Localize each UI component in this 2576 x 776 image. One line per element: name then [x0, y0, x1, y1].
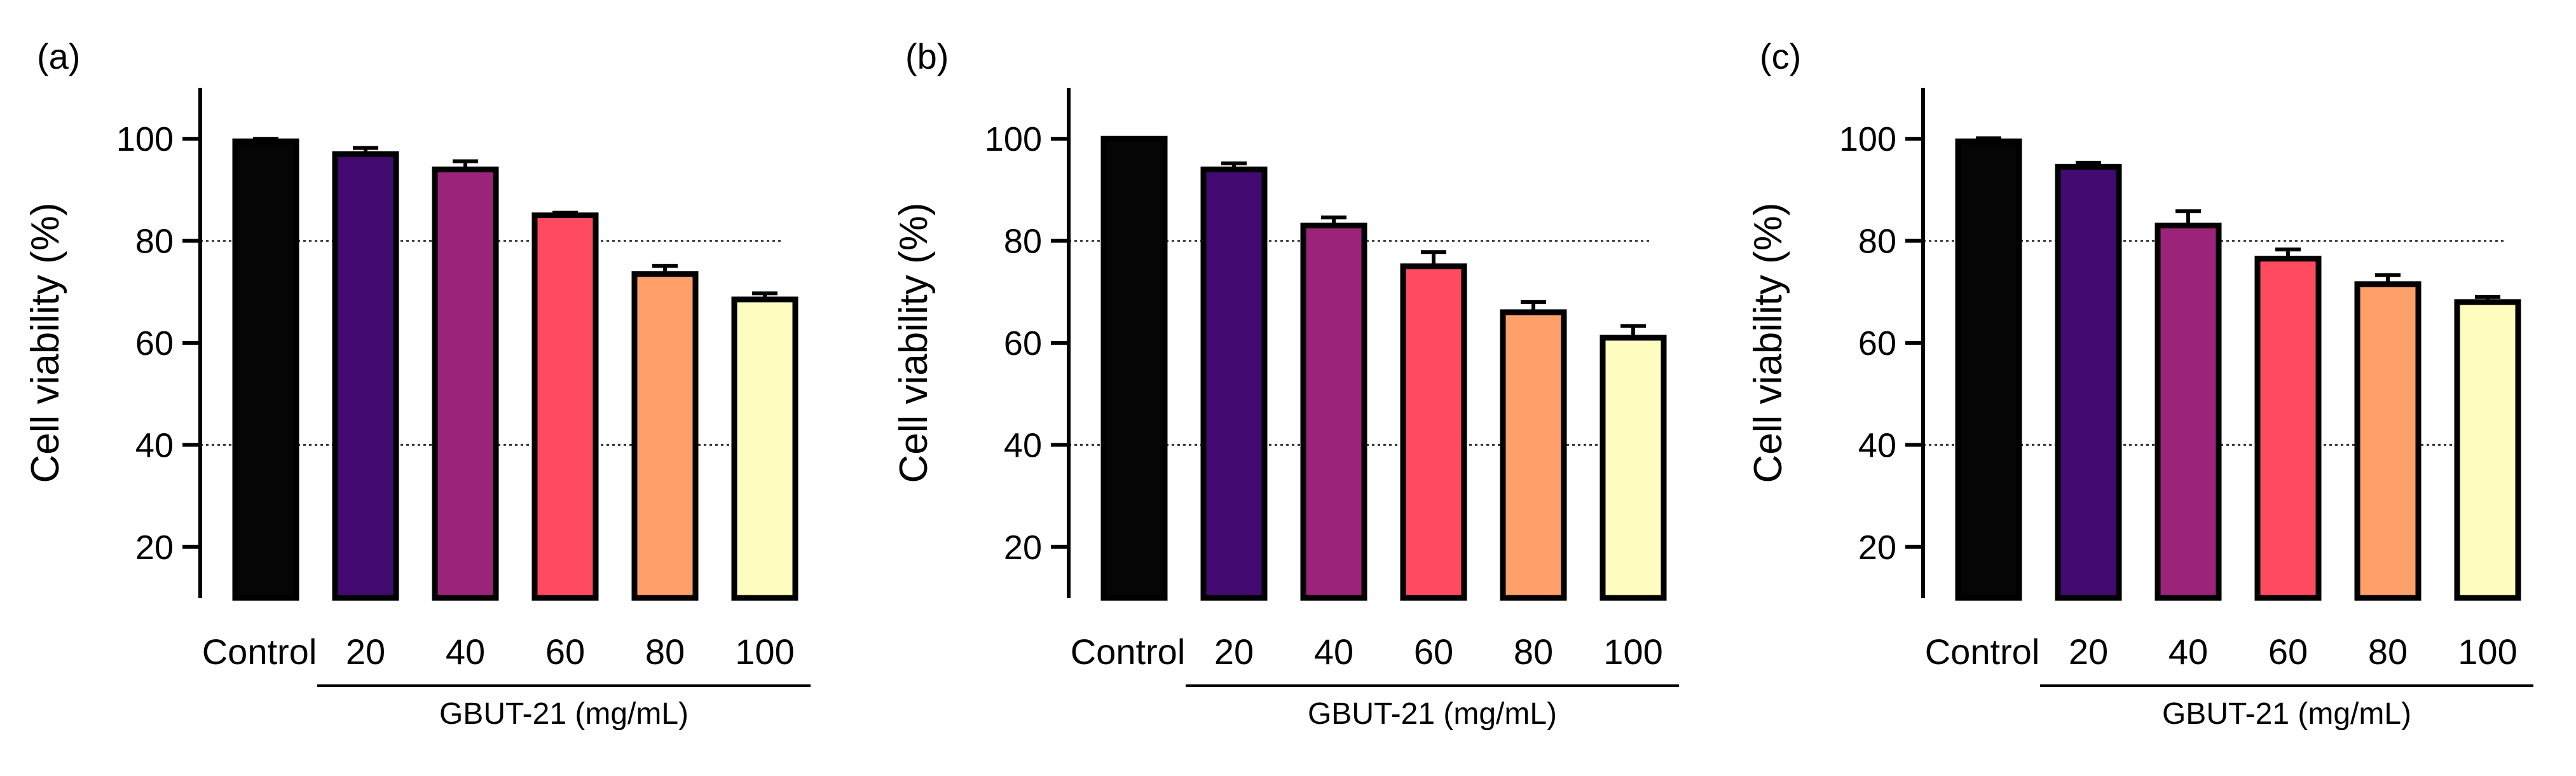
x-tick-label: Control: [1071, 632, 1186, 672]
bar-Control: [1100, 135, 1168, 601]
panel-label: (b): [905, 36, 949, 76]
x-tick-label: 60: [2268, 632, 2308, 672]
panel-label: (a): [37, 36, 80, 76]
x-tick-label: 40: [446, 632, 485, 672]
x-tick-label: 20: [346, 632, 385, 672]
bar-60: [1400, 263, 1467, 601]
bar-60: [2254, 256, 2322, 601]
x-tick-label: 20: [1214, 632, 1254, 672]
y-tick-label: 60: [135, 324, 174, 363]
chart-panel-b: (b) 20 40 60 80 100 Cell viability (%) Control 2…: [868, 0, 1727, 776]
y-axis-label: Cell viability (%): [24, 203, 67, 483]
y-axis-label: Cell viability (%): [1746, 203, 1790, 483]
y-tick-label: 20: [1004, 529, 1042, 567]
x-tick-label: 20: [2069, 632, 2108, 672]
bar-80: [1500, 309, 1567, 601]
x-tick-label: Control: [1925, 632, 2040, 672]
chart-panel-c: (c) 20 40 60 80 100 Cell viability (%) Control 2…: [1723, 0, 2576, 776]
bar-60: [531, 212, 599, 601]
y-tick-label: 40: [1858, 426, 1896, 464]
x-tick-label: 60: [1414, 632, 1453, 672]
y-tick-label: 40: [1004, 426, 1042, 464]
bar-40: [2155, 223, 2222, 601]
bar-40: [432, 166, 499, 601]
bar-chart-a: (a) 20 40 60 80 100 Cell viability (%) Control 2…: [24, 36, 811, 731]
y-tick-label: 100: [1839, 120, 1896, 158]
x-tick-label: 80: [1514, 632, 1553, 672]
y-tick-label: 40: [135, 426, 174, 464]
y-tick-label: 80: [1858, 223, 1896, 261]
y-tick-label: 80: [135, 223, 174, 261]
x-tick-label: Control: [202, 632, 317, 672]
bar-80: [2354, 281, 2422, 601]
y-tick-label: 100: [116, 120, 174, 158]
y-tick-label: 100: [985, 120, 1042, 158]
x-tick-label: 100: [735, 632, 794, 672]
y-axis-label: Cell viability (%): [892, 203, 936, 483]
x-tick-label: 80: [2368, 632, 2408, 672]
bar-40: [1300, 223, 1367, 601]
y-tick-label: 60: [1004, 324, 1042, 363]
x-axis-label: GBUT-21 (mg/mL): [439, 697, 689, 731]
bar-Control: [1955, 138, 2022, 601]
y-tick-label: 80: [1004, 223, 1042, 261]
bar-20: [1200, 166, 1268, 601]
y-tick-label: 20: [1858, 529, 1896, 567]
bar-Control: [232, 138, 299, 601]
chart-panel-a: (a) 20 40 60 80 100 Cell viability (%) Control 2…: [0, 0, 858, 776]
bar-chart-b: (b) 20 40 60 80 100 Cell viability (%) Control 2…: [892, 36, 1679, 731]
bar-100: [731, 296, 798, 601]
bar-100: [2454, 299, 2521, 601]
x-tick-label: 80: [645, 632, 685, 672]
bar-80: [631, 271, 699, 601]
x-tick-label: 60: [545, 632, 585, 672]
panel-label: (c): [1760, 36, 1801, 76]
bar-chart-c: (c) 20 40 60 80 100 Cell viability (%) Control 2…: [1746, 36, 2533, 731]
y-tick-label: 60: [1858, 324, 1896, 363]
x-axis-label: GBUT-21 (mg/mL): [1308, 697, 1557, 731]
x-tick-label: 100: [1603, 632, 1662, 672]
bar-100: [1600, 335, 1667, 601]
x-tick-label: 100: [2458, 632, 2517, 672]
x-tick-label: 40: [1314, 632, 1353, 672]
x-axis-label: GBUT-21 (mg/mL): [2162, 697, 2411, 731]
bar-20: [2055, 163, 2122, 601]
x-tick-label: 40: [2168, 632, 2208, 672]
bar-20: [332, 151, 399, 601]
y-tick-label: 20: [135, 529, 174, 567]
